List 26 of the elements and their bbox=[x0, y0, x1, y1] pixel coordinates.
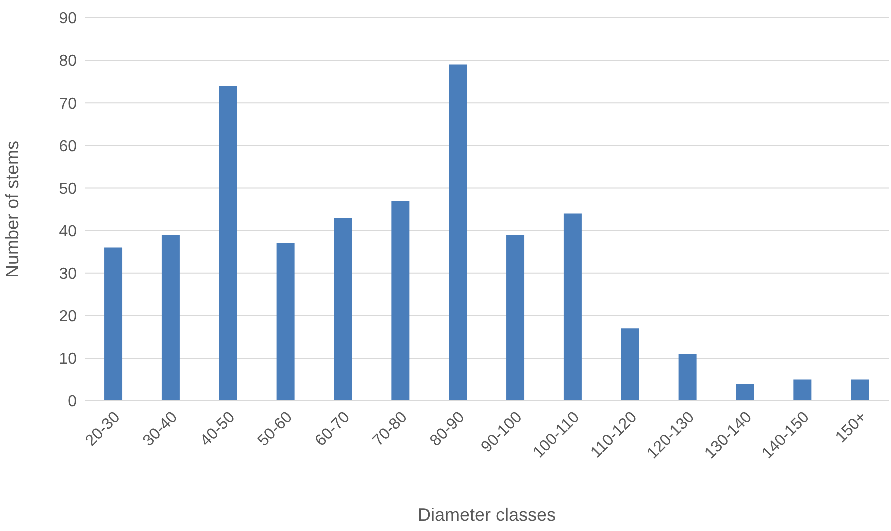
y-tick-label: 60 bbox=[59, 138, 78, 156]
y-axis-title: Number of stems bbox=[2, 140, 22, 278]
y-tick-label: 30 bbox=[59, 266, 78, 284]
bar bbox=[621, 328, 640, 401]
y-tick-label: 20 bbox=[59, 308, 78, 326]
bar bbox=[506, 235, 525, 401]
y-tick-label: 40 bbox=[59, 223, 78, 240]
x-axis-title: Diameter classes bbox=[418, 505, 556, 525]
y-tick-label: 80 bbox=[59, 53, 78, 70]
bar bbox=[104, 248, 123, 401]
y-tick-label: 0 bbox=[68, 394, 78, 411]
bar bbox=[736, 384, 754, 401]
bar bbox=[564, 214, 582, 401]
bar bbox=[219, 86, 238, 401]
y-tick-label: 90 bbox=[59, 10, 78, 28]
y-tick-label: 10 bbox=[59, 351, 78, 368]
bar bbox=[162, 235, 180, 401]
y-tick-label: 50 bbox=[59, 180, 78, 198]
bar bbox=[392, 200, 410, 401]
y-tick-label: 70 bbox=[59, 96, 78, 113]
bar bbox=[334, 218, 352, 401]
bar bbox=[678, 354, 697, 401]
bar bbox=[276, 244, 295, 401]
bar bbox=[449, 64, 468, 401]
bar bbox=[851, 380, 870, 401]
bar bbox=[794, 380, 812, 401]
